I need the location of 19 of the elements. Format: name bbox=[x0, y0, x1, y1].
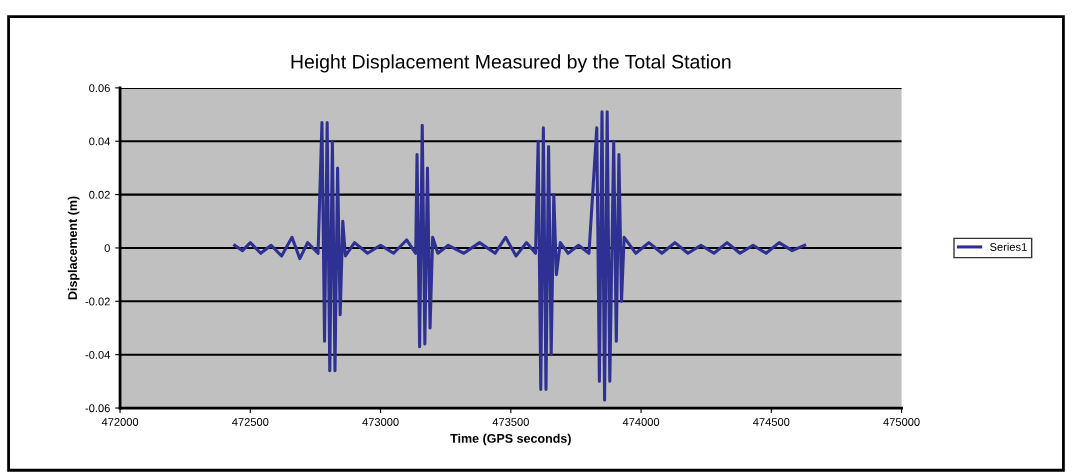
x-tick-label: 473500 bbox=[492, 418, 529, 426]
x-tick-label: 474000 bbox=[622, 418, 660, 426]
x-tick-label: 472500 bbox=[232, 418, 269, 426]
y-tick-label: -0.02 bbox=[85, 297, 110, 306]
chart-title: Height Displacement Measured by the Total Station bbox=[291, 54, 731, 73]
x-tick-label: 474500 bbox=[753, 418, 790, 426]
x-tick-label: 475000 bbox=[883, 418, 920, 426]
y-tick-label: 0.06 bbox=[89, 84, 110, 93]
y-tick-label: 0 bbox=[104, 244, 110, 253]
y-tick-label: -0.04 bbox=[85, 350, 111, 359]
legend-label: Series1 bbox=[990, 242, 1027, 251]
line-series bbox=[233, 110, 807, 402]
y-axis-title: Displacement (m) bbox=[67, 196, 80, 300]
x-axis-title: Time (GPS seconds) bbox=[450, 433, 571, 446]
y-tick-label: -0.06 bbox=[85, 404, 110, 413]
x-tick-label: 473000 bbox=[362, 418, 399, 426]
y-tick-label: 0.04 bbox=[89, 137, 111, 146]
y-tick-label: 0.02 bbox=[89, 190, 110, 199]
x-tick-label: 472000 bbox=[101, 418, 139, 426]
